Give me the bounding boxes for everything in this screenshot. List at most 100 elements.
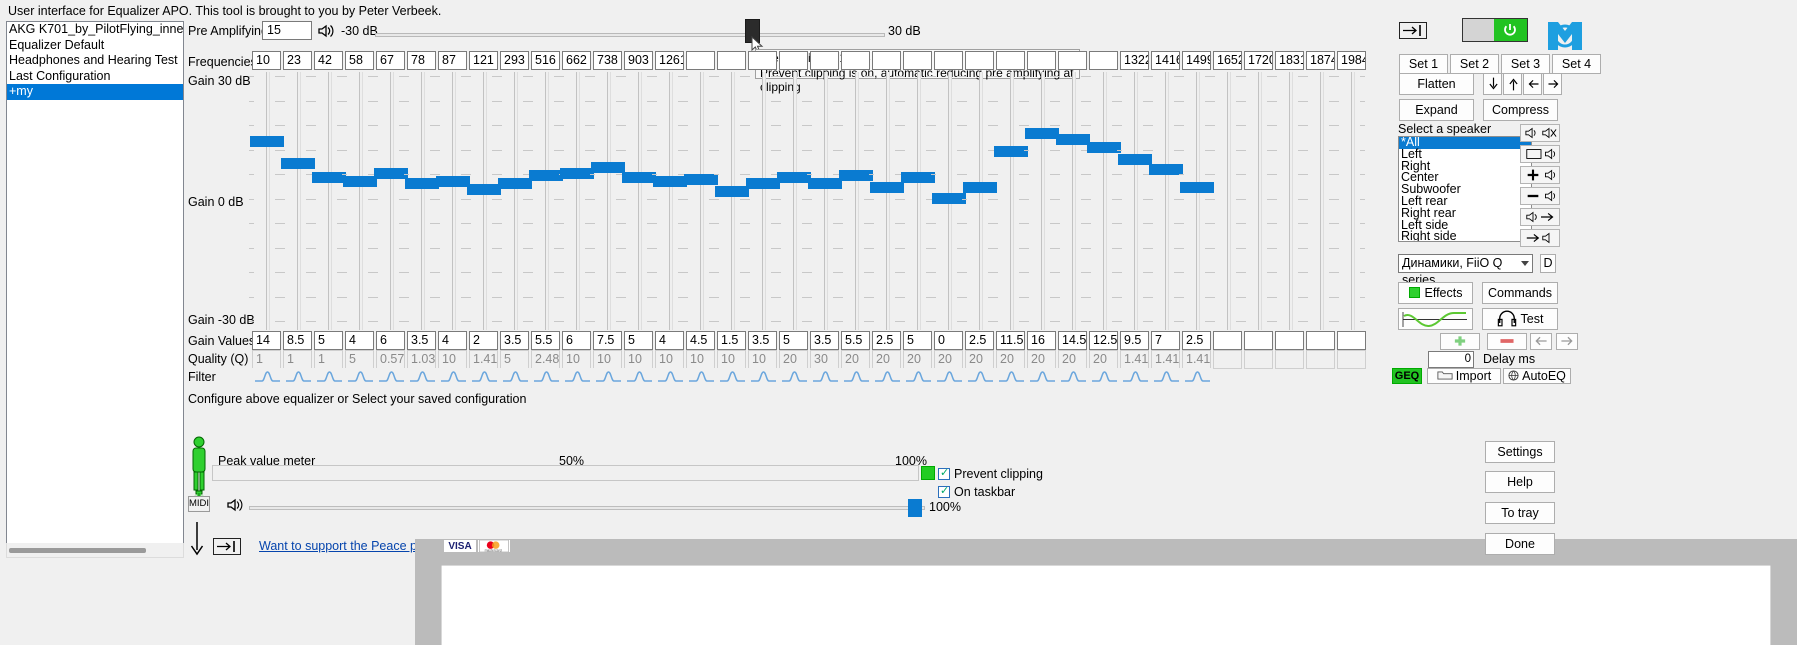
filter-type-button[interactable] (686, 368, 715, 385)
down-arrow-icon[interactable] (188, 520, 206, 558)
speaker-list[interactable]: *All Left Right Center Subwoofer Left rear Rig… (1398, 136, 1532, 242)
frequency-input[interactable] (996, 51, 1025, 70)
slider-thumb[interactable] (498, 178, 532, 190)
band-gain-slider[interactable] (589, 72, 627, 330)
frequency-input[interactable]: 78 (407, 51, 436, 70)
gain-value-input[interactable]: 9.5 (1120, 331, 1149, 350)
quality-input[interactable]: 1.41 (1182, 350, 1211, 369)
settings-button[interactable]: Settings (1485, 441, 1555, 463)
gain-value-input[interactable]: 14.5 (1058, 331, 1087, 350)
quality-input[interactable]: 10 (593, 350, 622, 369)
slider-thumb[interactable] (250, 136, 284, 148)
frequency-input[interactable]: 293 (500, 51, 529, 70)
frequency-input[interactable]: 903 (624, 51, 653, 70)
gain-value-input[interactable]: 5 (314, 331, 343, 350)
gain-value-input[interactable]: 6 (376, 331, 405, 350)
frequency-input[interactable]: 19845 (1337, 51, 1366, 70)
slider-thumb[interactable] (1118, 154, 1152, 166)
geq-indicator[interactable]: GEQ (1392, 368, 1422, 384)
slider-thumb[interactable] (684, 174, 718, 186)
gain-value-input[interactable]: 2.5 (872, 331, 901, 350)
quality-input[interactable]: 10 (686, 350, 715, 369)
band-gain-slider[interactable] (496, 72, 534, 330)
band-gain-slider[interactable] (1116, 72, 1154, 330)
gain-value-input[interactable]: 4 (655, 331, 684, 350)
gain-value-input[interactable]: 4.5 (686, 331, 715, 350)
gain-value-input[interactable]: 7 (1151, 331, 1180, 350)
slider-thumb[interactable] (405, 178, 439, 190)
filter-type-button[interactable] (1089, 368, 1118, 385)
midi-button[interactable]: MIDI (188, 496, 210, 512)
commands-button[interactable]: Commands (1482, 282, 1558, 304)
slider-thumb[interactable] (436, 176, 470, 188)
quality-input[interactable]: 20 (903, 350, 932, 369)
slider-thumb[interactable] (467, 184, 501, 196)
quality-input[interactable]: 20 (965, 350, 994, 369)
prevent-clipping-checkbox[interactable] (938, 466, 950, 480)
frequency-input[interactable] (1058, 51, 1087, 70)
filter-type-button[interactable] (841, 368, 870, 385)
frequency-input[interactable]: 87 (438, 51, 467, 70)
filter-type-button[interactable] (314, 368, 343, 385)
filter-type-button[interactable] (283, 368, 312, 385)
quality-input[interactable]: 10 (438, 350, 467, 369)
effects-button[interactable]: Effects (1398, 282, 1473, 304)
quality-input[interactable] (1275, 350, 1304, 369)
filter-type-button[interactable] (376, 368, 405, 385)
filter-type-button[interactable] (1182, 368, 1211, 385)
filter-type-button[interactable] (500, 368, 529, 385)
set-button-2[interactable]: Set 2 (1450, 54, 1499, 74)
volume-slider-thumb[interactable] (908, 499, 922, 517)
gain-value-input[interactable] (1244, 331, 1273, 350)
set-button-3[interactable]: Set 3 (1501, 54, 1550, 74)
filter-type-button[interactable] (965, 368, 994, 385)
band-gain-slider[interactable] (372, 72, 410, 330)
slider-thumb[interactable] (994, 146, 1028, 158)
gain-value-input[interactable]: 4 (438, 331, 467, 350)
band-gain-slider[interactable] (868, 72, 906, 330)
band-gain-slider[interactable] (961, 72, 999, 330)
gain-value-input[interactable]: 16 (1027, 331, 1056, 350)
band-gain-slider[interactable] (930, 72, 968, 330)
expand-button[interactable]: Expand (1399, 99, 1474, 121)
slider-thumb[interactable] (1149, 164, 1183, 176)
filter-type-button[interactable] (779, 368, 808, 385)
band-gain-slider[interactable] (651, 72, 689, 330)
frequency-input[interactable] (1089, 51, 1118, 70)
import-button[interactable]: Import (1427, 368, 1501, 384)
gain-value-input[interactable]: 3.5 (810, 331, 839, 350)
scrollbar-thumb[interactable] (9, 548, 146, 553)
mastercard-icon[interactable]: mastercard (477, 539, 511, 553)
filter-type-button[interactable] (1120, 368, 1149, 385)
speaker-list-item[interactable]: Left rear (1401, 193, 1448, 208)
speaker-list-item[interactable]: Subwoofer (1401, 182, 1461, 197)
band-gain-slider[interactable] (279, 72, 317, 330)
slider-thumb[interactable] (1087, 142, 1121, 154)
speaker-list-item[interactable]: Center (1401, 170, 1439, 185)
band-gain-slider[interactable] (1023, 72, 1061, 330)
filter-type-button[interactable] (1151, 368, 1180, 385)
prevent-clipping-label[interactable]: Prevent clipping (954, 467, 1043, 481)
band-gain-slider[interactable] (1302, 72, 1340, 330)
filter-type-button[interactable] (531, 368, 560, 385)
test-button[interactable]: Test (1482, 308, 1558, 330)
slider-thumb[interactable] (312, 172, 346, 184)
redo-button[interactable] (1556, 333, 1578, 350)
preset-list-item[interactable]: +my (7, 84, 183, 100)
preset-list-item[interactable]: Last Configuration (9, 68, 111, 83)
band-gain-slider[interactable] (1054, 72, 1092, 330)
quality-input[interactable]: 1.41 (469, 350, 498, 369)
frequency-input[interactable] (1027, 51, 1056, 70)
band-gain-slider[interactable] (558, 72, 596, 330)
gain-value-input[interactable]: 5 (624, 331, 653, 350)
remove-speaker-button[interactable] (1520, 187, 1560, 205)
frequency-input[interactable] (934, 51, 963, 70)
device-d-button[interactable]: D (1540, 254, 1556, 273)
filter-type-button[interactable] (810, 368, 839, 385)
filter-type-button[interactable] (1058, 368, 1087, 385)
slider-thumb[interactable] (560, 168, 594, 180)
quality-input[interactable]: 10 (748, 350, 777, 369)
gain-value-input[interactable]: 11.5 (996, 331, 1025, 350)
filter-type-button[interactable] (1027, 368, 1056, 385)
speaker-list-item[interactable]: Right rear (1401, 205, 1456, 220)
